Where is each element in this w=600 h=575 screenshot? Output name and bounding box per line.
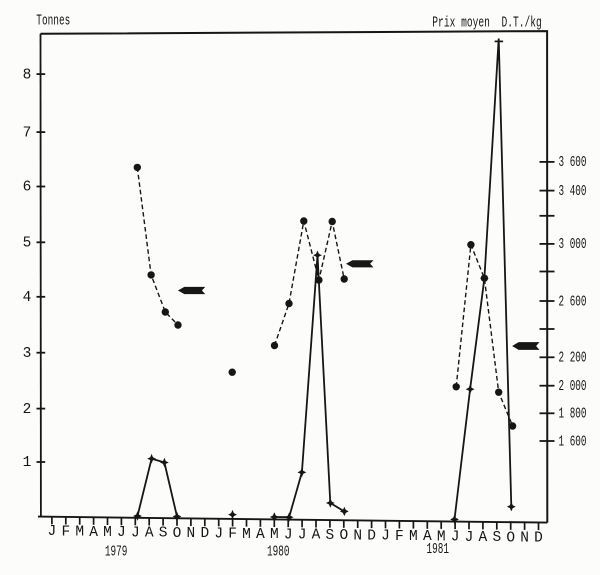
svg-text:N: N — [187, 526, 196, 542]
svg-text:J: J — [131, 525, 140, 541]
svg-text:J: J — [465, 530, 474, 546]
svg-text:A: A — [423, 529, 432, 545]
svg-text:O: O — [173, 526, 182, 542]
svg-text:2 600: 2 600 — [559, 294, 587, 310]
svg-text:M: M — [242, 527, 251, 543]
svg-text:S: S — [326, 528, 335, 544]
svg-text:6: 6 — [23, 180, 32, 196]
svg-text:M: M — [270, 527, 279, 543]
svg-text:D: D — [367, 529, 376, 545]
svg-text:A: A — [145, 526, 154, 542]
svg-text:7: 7 — [23, 125, 32, 141]
svg-text:J: J — [117, 525, 126, 541]
svg-text:5: 5 — [23, 236, 32, 252]
svg-text:A: A — [479, 530, 488, 546]
svg-text:J: J — [381, 529, 390, 545]
svg-text:4: 4 — [23, 290, 32, 306]
svg-text:F: F — [395, 529, 404, 545]
svg-text:1981: 1981 — [427, 542, 450, 558]
svg-text:2 000: 2 000 — [559, 379, 587, 395]
svg-text:F: F — [228, 527, 237, 543]
svg-text:3 400: 3 400 — [559, 184, 587, 200]
svg-text:2 200: 2 200 — [559, 351, 587, 367]
svg-text:1 800: 1 800 — [559, 407, 587, 423]
svg-text:3 600: 3 600 — [559, 155, 587, 171]
svg-text:J: J — [214, 526, 223, 542]
svg-text:M: M — [75, 525, 84, 541]
svg-text:A: A — [256, 527, 265, 543]
svg-text:O: O — [506, 530, 515, 546]
svg-text:8: 8 — [23, 67, 32, 83]
svg-text:3 000: 3 000 — [559, 237, 587, 253]
svg-text:J: J — [284, 527, 293, 543]
svg-text:1979: 1979 — [105, 544, 128, 560]
svg-text:1: 1 — [23, 455, 32, 471]
svg-text:1 600: 1 600 — [559, 434, 587, 450]
svg-text:3: 3 — [23, 346, 32, 362]
svg-text:F: F — [61, 524, 70, 540]
svg-text:M: M — [103, 525, 112, 541]
svg-text:N: N — [353, 528, 362, 544]
svg-text:A: A — [89, 525, 98, 541]
svg-text:D: D — [534, 531, 543, 547]
svg-text:Prix moyen D.T./kg: Prix moyen D.T./kg — [432, 16, 542, 32]
svg-text:J: J — [48, 524, 57, 540]
svg-text:J: J — [451, 530, 460, 546]
svg-text:Tonnes: Tonnes — [36, 14, 70, 30]
svg-text:N: N — [520, 531, 529, 547]
svg-text:M: M — [437, 529, 446, 545]
svg-text:1980: 1980 — [267, 544, 290, 560]
svg-text:J: J — [298, 528, 307, 544]
svg-text:O: O — [339, 528, 348, 544]
svg-text:D: D — [200, 526, 209, 542]
svg-text:2: 2 — [23, 402, 32, 418]
svg-text:S: S — [492, 530, 501, 546]
svg-text:S: S — [159, 526, 168, 542]
svg-text:M: M — [409, 529, 418, 545]
svg-text:A: A — [312, 528, 321, 544]
